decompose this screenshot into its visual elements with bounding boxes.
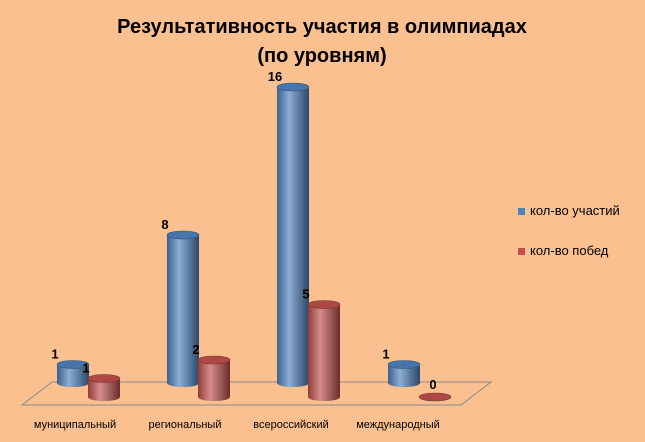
- bar-top: [87, 374, 121, 383]
- value-label-кол-во-участий-региональный: 8: [161, 217, 168, 232]
- legend: кол-во участий кол-во побед: [518, 203, 620, 258]
- value-label-кол-во-побед-всероссийский: 5: [302, 287, 309, 302]
- bar-body: [277, 87, 309, 387]
- bar-кол-во-участий-международный: [387, 360, 421, 387]
- bar-кол-во-побед-международный: [418, 392, 452, 402]
- category-label-муниципальный: муниципальный: [34, 419, 116, 431]
- legend-swatch: [518, 208, 525, 215]
- bar-body: [88, 378, 120, 401]
- bar-top: [56, 360, 90, 369]
- value-label-кол-во-побед-региональный: 2: [192, 342, 199, 357]
- bar-top: [197, 355, 231, 365]
- bar-top: [387, 360, 421, 369]
- value-label-кол-во-участий-муниципальный: 1: [51, 347, 58, 362]
- category-label-международный: международный: [356, 419, 440, 431]
- bar-body: [198, 360, 230, 401]
- bar-кол-во-участий-всероссийский: [276, 82, 310, 387]
- chart-title-line-1: Результативность участия в олимпиадах: [117, 16, 527, 38]
- category-label-всероссийский: всероссийский: [253, 419, 328, 431]
- legend-item-кол-во-участий: кол-во участий: [518, 203, 620, 218]
- bar-top: [166, 230, 200, 240]
- legend-item-кол-во-побед: кол-во побед: [518, 243, 609, 258]
- bar-кол-во-побед-всероссийский: [307, 300, 341, 401]
- bar-top: [418, 392, 452, 402]
- value-label-кол-во-побед-международный: 0: [429, 377, 436, 392]
- value-label-кол-во-участий-всероссийский: 16: [268, 69, 282, 84]
- bar-body: [57, 364, 89, 387]
- category-label-региональный: региональный: [149, 419, 222, 431]
- legend-label: кол-во побед: [530, 243, 609, 258]
- bar-кол-во-участий-муниципальный: [56, 360, 90, 387]
- chart-title: Результативность участия в олимпиадах (по…: [117, 16, 527, 67]
- bar-top: [276, 82, 310, 92]
- bars: [56, 82, 452, 402]
- chart-floor: [20, 381, 493, 406]
- floor-plane: [20, 381, 493, 406]
- value-labels: 1 1 8 2 16 5 1 0: [51, 69, 436, 392]
- value-label-кол-во-побед-муниципальный: 1: [82, 361, 89, 376]
- legend-label: кол-во участий: [530, 203, 620, 218]
- bar-top: [307, 300, 341, 309]
- bar-кол-во-побед-муниципальный: [87, 374, 121, 401]
- legend-swatch: [518, 248, 525, 255]
- bar-body: [167, 235, 199, 387]
- bar-body: [308, 304, 340, 401]
- bar-кол-во-участий-региональный: [166, 230, 200, 387]
- category-labels: муниципальный региональный всероссийский ме…: [34, 419, 440, 431]
- bar-кол-во-побед-региональный: [197, 355, 231, 401]
- value-label-кол-во-участий-международный: 1: [382, 347, 389, 362]
- chart-title-line-2: (по уровням): [257, 45, 386, 67]
- bar-body: [388, 364, 420, 387]
